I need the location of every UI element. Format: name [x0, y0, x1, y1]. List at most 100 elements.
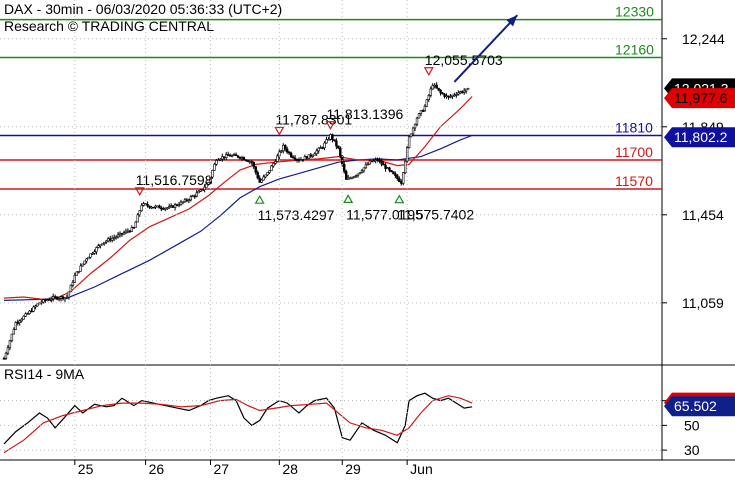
- candle-body: [199, 189, 202, 192]
- candle-body: [158, 205, 161, 209]
- candle-body: [91, 253, 94, 255]
- swing-high-marker: [325, 121, 336, 130]
- candle-body: [152, 206, 155, 209]
- candle-body: [44, 299, 47, 301]
- candle-body: [162, 208, 165, 210]
- candle-body: [93, 251, 96, 254]
- swing-annotations: 11,516.759811,573.429711,787.830111,813.…: [134, 14, 519, 223]
- candle-body: [77, 270, 80, 273]
- swing-high-marker: [274, 126, 285, 136]
- level-label: 12160: [615, 41, 654, 57]
- price-badge-label: 11,977.6: [674, 90, 728, 106]
- price-tick-label: 11,454: [682, 207, 724, 223]
- candle-body: [284, 145, 287, 150]
- candle-body: [441, 92, 444, 95]
- candle-body: [24, 313, 27, 317]
- candle-body: [116, 234, 120, 238]
- candle-body: [445, 95, 448, 98]
- candle-body: [386, 167, 389, 170]
- candle-body: [413, 123, 417, 129]
- rsi-title: RSI14 - 9MA: [4, 366, 85, 382]
- candle-body: [356, 173, 360, 176]
- candle-body: [266, 172, 269, 176]
- candle-body: [32, 306, 35, 312]
- candle-body: [201, 189, 204, 192]
- candle-body: [10, 333, 14, 342]
- candle-body: [55, 296, 59, 300]
- candle-body: [337, 145, 340, 149]
- candle-body: [120, 232, 124, 235]
- candle-body: [169, 205, 173, 207]
- candle-body: [22, 315, 25, 320]
- candle-body: [250, 161, 253, 163]
- rsi-badges: 68.427365.502: [664, 392, 735, 417]
- candle-body: [173, 204, 177, 208]
- swing-high-marker: [134, 187, 145, 197]
- candle-body: [242, 157, 246, 161]
- date-axis: 25 26 27 28 29 Jun: [74, 0, 433, 477]
- candle-body: [205, 183, 208, 188]
- candle-body: [372, 160, 375, 163]
- price-badge: [664, 127, 735, 148]
- candle-body: [344, 171, 348, 180]
- candle-body: [191, 195, 194, 198]
- price-badge: [664, 396, 735, 417]
- candle-body: [390, 169, 393, 172]
- candle-body: [358, 172, 362, 175]
- candle-body: [313, 153, 316, 156]
- candle-body: [459, 91, 462, 94]
- candle-body: [449, 96, 452, 98]
- swing-low-marker: [394, 194, 405, 204]
- candle-body: [443, 93, 446, 97]
- candle-body: [181, 201, 185, 204]
- price-candles: [2, 82, 470, 360]
- candle-body: [348, 177, 352, 180]
- date-tick-label: 28: [282, 461, 298, 477]
- candle-body: [433, 84, 436, 87]
- candle-body: [46, 299, 49, 302]
- candle-body: [384, 164, 387, 169]
- candle-body: [305, 156, 309, 159]
- candle-body: [238, 156, 242, 159]
- candle-body: [185, 199, 189, 202]
- candle-body: [462, 90, 466, 93]
- candle-body: [327, 138, 330, 141]
- candle-body: [309, 154, 312, 157]
- candle-body: [417, 113, 421, 119]
- candle-body: [419, 110, 423, 114]
- candle-body: [368, 160, 371, 165]
- candle-body: [234, 154, 238, 157]
- candle-body: [171, 205, 175, 208]
- candle-body: [183, 199, 187, 203]
- level-label: 12330: [615, 4, 654, 20]
- candle-body: [289, 152, 293, 158]
- candle-body: [246, 160, 250, 162]
- candle-body: [282, 145, 285, 152]
- candle-body: [118, 232, 122, 236]
- candle-body: [42, 299, 45, 303]
- candle-body: [333, 139, 336, 142]
- candle-body: [427, 95, 430, 100]
- candle-body: [20, 318, 23, 322]
- candle-body: [69, 284, 73, 293]
- candle-body: [59, 296, 63, 299]
- rsi-tick-label: 50: [684, 417, 700, 433]
- candle-body: [376, 159, 379, 161]
- candle-body: [112, 237, 116, 239]
- candle-body: [124, 230, 128, 233]
- candle-body: [346, 177, 350, 180]
- candle-body: [57, 298, 61, 300]
- candle-body: [392, 171, 395, 175]
- support-resistance-levels: 12330 12160 11810 11700 11570: [0, 4, 662, 190]
- candle-body: [447, 95, 450, 98]
- candle-body: [244, 159, 248, 162]
- candle-body: [217, 159, 220, 162]
- rsi-ma-line: [3, 395, 473, 454]
- rsi-tick-label: 30: [684, 442, 700, 458]
- candle-body: [291, 156, 295, 159]
- candle-body: [101, 243, 104, 246]
- candle-body: [350, 177, 354, 180]
- candle-body: [156, 205, 159, 208]
